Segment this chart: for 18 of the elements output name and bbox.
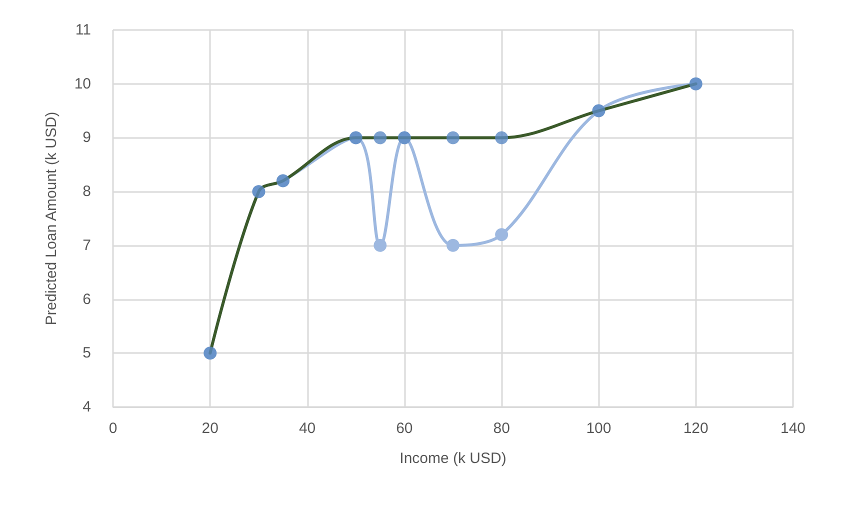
y-tick-label: 10 <box>74 75 91 92</box>
y-tick-label: 9 <box>82 129 91 146</box>
y-tick-label: 11 <box>75 22 91 38</box>
x-tick-label: 0 <box>108 420 118 437</box>
x-tick-label: 100 <box>586 420 612 437</box>
y-tick-label: 7 <box>82 236 91 254</box>
x-tick-label: 140 <box>780 420 806 437</box>
y-tick-label: 5 <box>82 344 91 362</box>
y-tick-label: 6 <box>82 290 91 308</box>
y-axis-title: Predicted Loan Amount (k USD) <box>43 112 60 326</box>
x-tick-label: 20 <box>202 420 218 437</box>
y-tick-label: 8 <box>82 183 91 200</box>
y-tick-label: 4 <box>82 398 91 416</box>
x-tick-label: 120 <box>683 420 708 437</box>
x-tick-label: 60 <box>396 420 413 437</box>
x-tick-label: 80 <box>493 420 510 437</box>
x-axis-title: Income (k USD) <box>400 450 506 467</box>
x-tick-label: 40 <box>298 420 316 437</box>
